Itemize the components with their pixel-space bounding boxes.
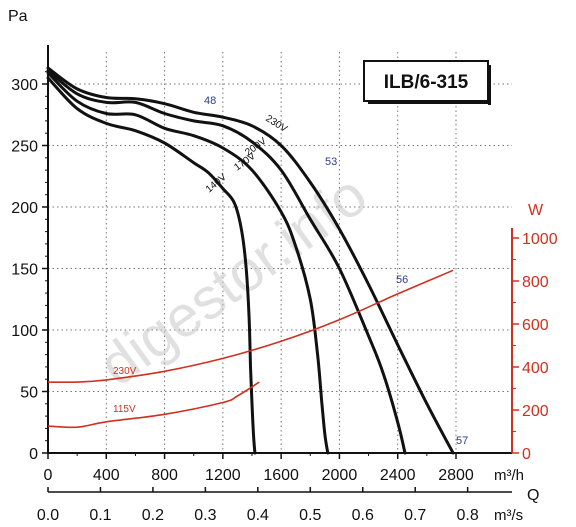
efficiency-label-48: 48 [204,95,216,107]
y-left-tick-label: 200 [11,200,38,217]
x-tick-label: 2000 [322,467,358,484]
y-left-tick-label: 300 [11,77,38,94]
efficiency-label-57: 57 [456,435,468,447]
x-bottom-unit-label: m³/h [494,467,524,484]
y-left-tick-label: 0 [29,446,38,463]
efficiency-label-56: 56 [396,274,408,286]
x-tick-label: 400 [93,467,120,484]
y-left-unit-label: Pa [8,8,28,25]
y-right-tick-label: 600 [522,317,549,334]
efficiency-label-53: 53 [325,156,337,168]
tick-labels: 0 50 100 150 200 250 300 0 200 400 600 800 1000 0 400 8… [11,77,557,524]
chart-title: ILB/6-315 [384,72,469,93]
x-secondary-tick-label: 0.2 [142,507,164,524]
title-box-shadow-bottom [368,101,491,104]
y-right-tick-label: 1000 [522,231,558,248]
pressure-curve-170v [46,71,330,455]
x-tick-label: 1600 [263,467,299,484]
x-tick-label: 0 [44,467,53,484]
y-right-tick-label: 400 [522,360,549,377]
y-left-tick-label: 50 [20,385,38,402]
y-right-unit-label: W [528,202,544,219]
x-secondary-tick-label: 0.4 [247,507,269,524]
y-left-tick-label: 250 [11,139,38,156]
series-layer [46,66,455,455]
y-left-tick-label: 150 [11,262,38,279]
x-secondary-tick-label: 0.0 [37,507,59,524]
power-label-115v: 115V [113,404,136,415]
x-secondary-tick-label: 0.1 [89,507,111,524]
axes [42,45,519,493]
x-tick-label: 2800 [438,467,474,484]
x-secondary-tick-label: 0.6 [352,507,374,524]
x-secondary-unit-label: m³/s [494,507,523,524]
x-secondary-tick-label: 0.5 [299,507,321,524]
y-left-tick-label: 100 [11,323,38,340]
power-label-230v: 230V [113,366,137,377]
x-secondary-tick-label: 0.3 [194,507,216,524]
x-tick-label: 800 [151,467,178,484]
y-right-tick-label: 0 [522,446,531,463]
pressure-curve-200v [46,69,407,455]
y-right-tick-label: 800 [522,274,549,291]
y-right-tick-label: 200 [522,403,549,420]
x-secondary-tick-label: 0.7 [404,507,426,524]
power-curve-115v [47,381,260,429]
x-axis-name: Q [527,487,539,504]
power-curve-230v [47,269,454,384]
pressure-curve-230v [46,66,455,455]
grid [48,52,512,453]
x-tick-label: 1200 [205,467,241,484]
title-box-shadow [488,65,491,105]
x-tick-label: 2400 [380,467,416,484]
x-secondary-tick-label: 0.8 [457,507,479,524]
